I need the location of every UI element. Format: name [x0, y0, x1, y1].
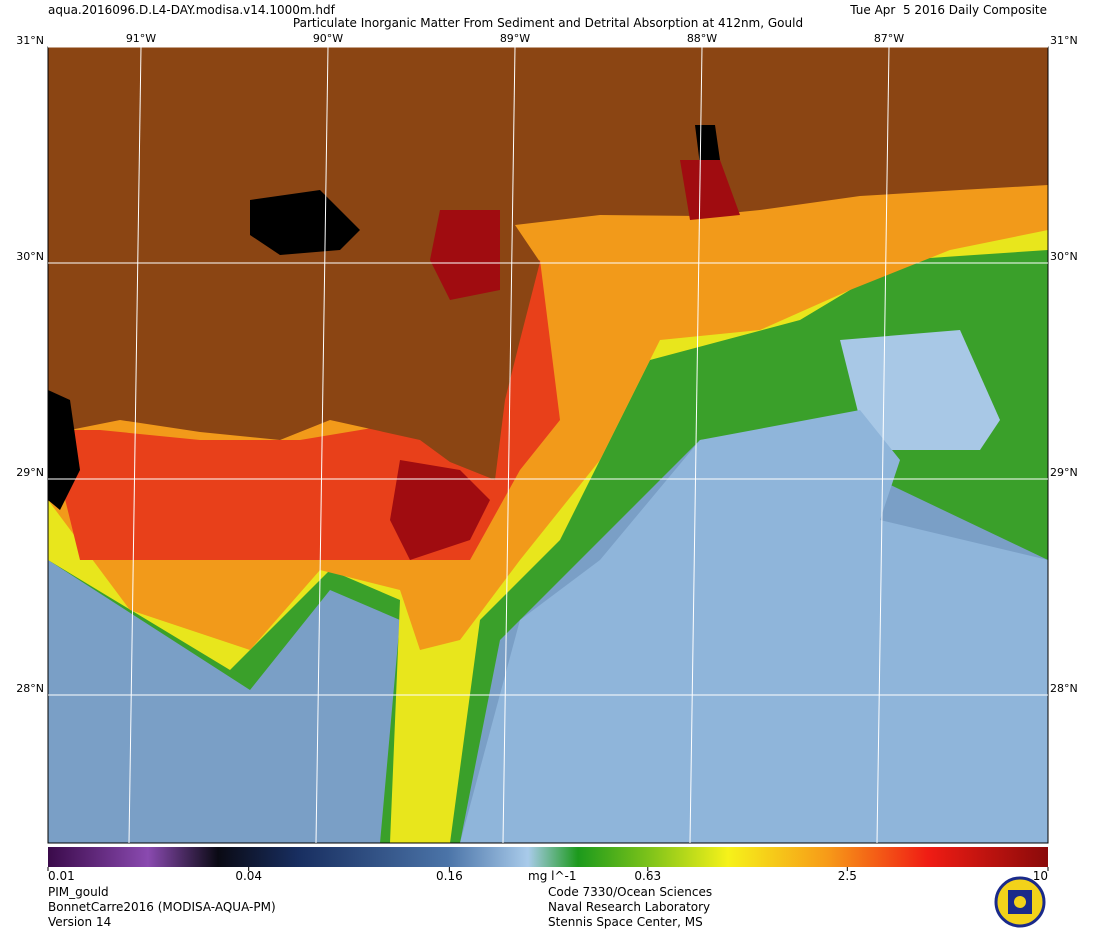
lon-label: 91°W: [126, 32, 156, 45]
lat-label: 28°N: [16, 682, 44, 695]
lat-label: 29°N: [16, 466, 44, 479]
lat-label: 31°N: [16, 34, 44, 47]
colorbar-tick-label: 2.5: [838, 869, 857, 883]
footer-right: Naval Research Laboratory: [548, 900, 710, 914]
colorbar-tick-label: 0.01: [48, 869, 75, 883]
colorbar: [48, 847, 1048, 867]
lat-label: 28°N: [1050, 682, 1078, 695]
map: [48, 47, 1048, 843]
lon-line: [689, 46, 703, 844]
footer-left: BonnetCarre2016 (MODISA-AQUA-PM): [48, 900, 276, 914]
lat-label: 30°N: [16, 250, 44, 263]
lat-label: 30°N: [1050, 250, 1078, 263]
lon-line: [876, 46, 890, 844]
lon-label: 88°W: [687, 32, 717, 45]
footer-left: Version 14: [48, 915, 111, 929]
footer-right: Stennis Space Center, MS: [548, 915, 703, 929]
logo: [994, 876, 1046, 928]
lon-line: [128, 46, 142, 844]
lat-label: 29°N: [1050, 466, 1078, 479]
colorbar-tick-label: 0.04: [235, 869, 262, 883]
colorbar-unit: mg l^-1: [528, 869, 576, 883]
footer: PIM_gould BonnetCarre2016 (MODISA-AQUA-P…: [48, 885, 712, 929]
lon-line: [502, 46, 516, 844]
file-name: aqua.2016096.D.L4-DAY.modisa.v14.1000m.h…: [48, 3, 336, 17]
colorbar-tick-label: 0.16: [436, 869, 463, 883]
lon-label: 89°W: [500, 32, 530, 45]
title: Particulate Inorganic Matter From Sedime…: [293, 16, 803, 30]
lon-line: [315, 46, 329, 844]
colorbar-tick-label: 0.63: [634, 869, 661, 883]
date: Tue Apr 5 2016 Daily Composite: [849, 3, 1047, 17]
colorbar-tick-label: 10: [1033, 869, 1048, 883]
lat-label: 31°N: [1050, 34, 1078, 47]
footer-left: PIM_gould: [48, 885, 109, 899]
lon-label: 87°W: [874, 32, 904, 45]
footer-right: Code 7330/Ocean Sciences: [548, 885, 712, 899]
lon-label: 90°W: [313, 32, 343, 45]
